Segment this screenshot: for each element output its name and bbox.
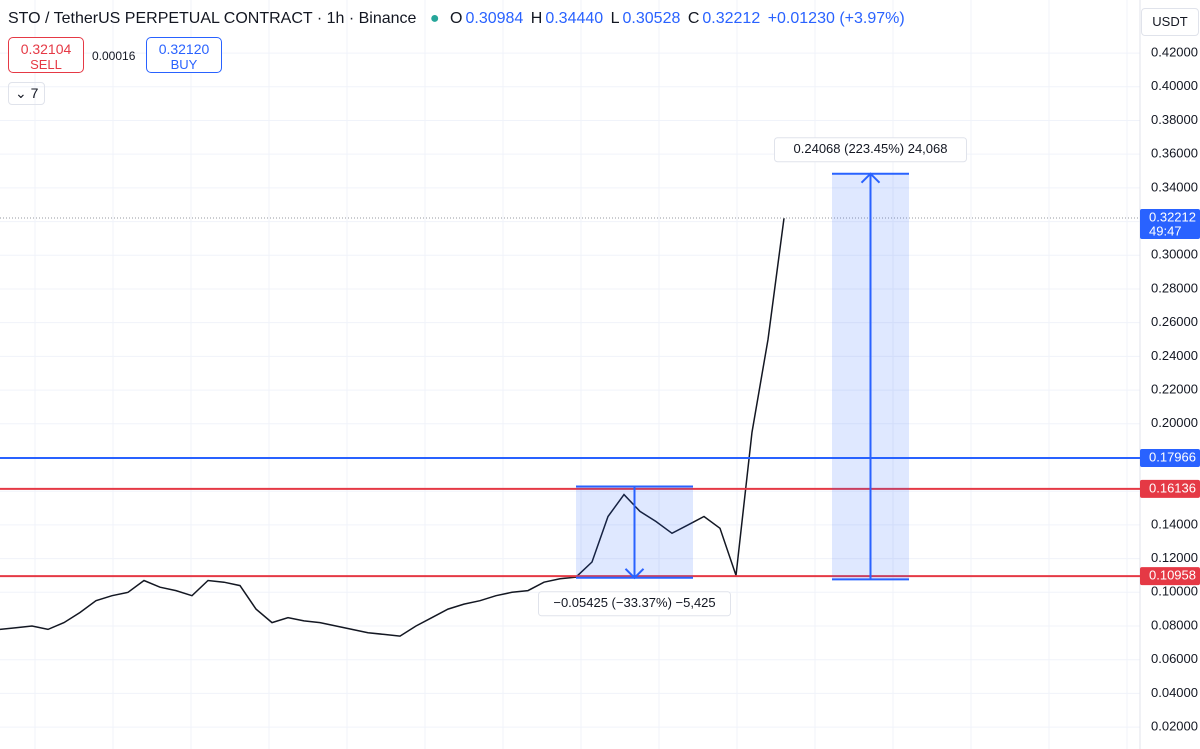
price-label: 0.32212 <box>1149 209 1196 224</box>
value: 0.30528 <box>622 10 681 27</box>
value: 0.30984 <box>465 10 524 27</box>
countdown: 49:47 <box>1149 223 1182 238</box>
y-tick-label: 0.26000 <box>1151 314 1198 329</box>
sell-button[interactable]: 0.32104 SELL <box>8 37 84 73</box>
currency[interactable]: USDT <box>1141 8 1199 36</box>
y-tick-label: 0.30000 <box>1151 247 1198 262</box>
y-tick-label: 0.14000 <box>1151 516 1198 531</box>
y-tick-label: 0.24000 <box>1151 348 1198 363</box>
status-dot: ● <box>429 10 440 27</box>
level-label: 0.10958 <box>1149 568 1196 583</box>
value: 0.32212 <box>702 10 761 27</box>
y-tick-label: 0.08000 <box>1151 617 1198 632</box>
y-tick-label: 0.34000 <box>1151 179 1198 194</box>
arrow-head <box>860 172 881 184</box>
y-tick-label: 0.36000 <box>1151 146 1198 161</box>
measure-label-box <box>538 591 731 617</box>
change: +0.01230 (+3.97%) <box>767 10 905 27</box>
spread: 0.00016 <box>92 49 136 63</box>
symbol: STO / TetherUS PERPETUAL CONTRACT · 1h ·… <box>8 10 417 27</box>
price-tag <box>1140 209 1200 240</box>
label: L <box>610 10 620 27</box>
level-tag <box>1140 479 1200 498</box>
y-tick-label: 0.02000 <box>1151 719 1198 734</box>
y-tick-label: 0.22000 <box>1151 382 1198 397</box>
price-line <box>0 218 785 637</box>
y-tick-label: 0.38000 <box>1151 112 1198 127</box>
y-tick-label: 0.40000 <box>1151 78 1198 93</box>
y-tick-label: 0.10000 <box>1151 584 1198 599</box>
label: O <box>450 10 463 27</box>
label: SELL <box>30 57 62 72</box>
y-tick-label: 0.28000 <box>1151 280 1198 295</box>
measure-label: −0.05425 (−33.37%) −5,425 <box>553 595 715 610</box>
y-tick-label: 0.20000 <box>1151 415 1198 430</box>
y-tick-label: 0.04000 <box>1151 685 1198 700</box>
y-tick-label: 0.42000 <box>1151 45 1198 60</box>
label: C <box>687 10 700 27</box>
price: 0.32104 <box>20 41 72 57</box>
label: BUY <box>170 57 198 72</box>
level-label: 0.16136 <box>1149 480 1196 495</box>
label: H <box>530 10 543 27</box>
y-tick-label: 0.06000 <box>1151 651 1198 666</box>
level-tag <box>1140 567 1200 586</box>
level-label: 0.17966 <box>1149 449 1196 464</box>
measure-label-box <box>774 137 967 163</box>
count: 7 <box>30 85 39 101</box>
level-tag <box>1140 449 1200 468</box>
y-tick-label: 0.12000 <box>1151 550 1198 565</box>
buy-button[interactable]: 0.32120 BUY <box>146 37 222 73</box>
indicators-toggle[interactable]: ⌄ 7 <box>8 82 46 105</box>
arrow-head <box>624 568 645 580</box>
measure-label: 0.24068 (223.45%) 24,068 <box>794 141 948 156</box>
price: 0.32120 <box>158 41 210 57</box>
header: STO / TetherUS PERPETUAL CONTRACT · 1h ·… <box>8 10 908 28</box>
value: 0.34440 <box>545 10 604 27</box>
